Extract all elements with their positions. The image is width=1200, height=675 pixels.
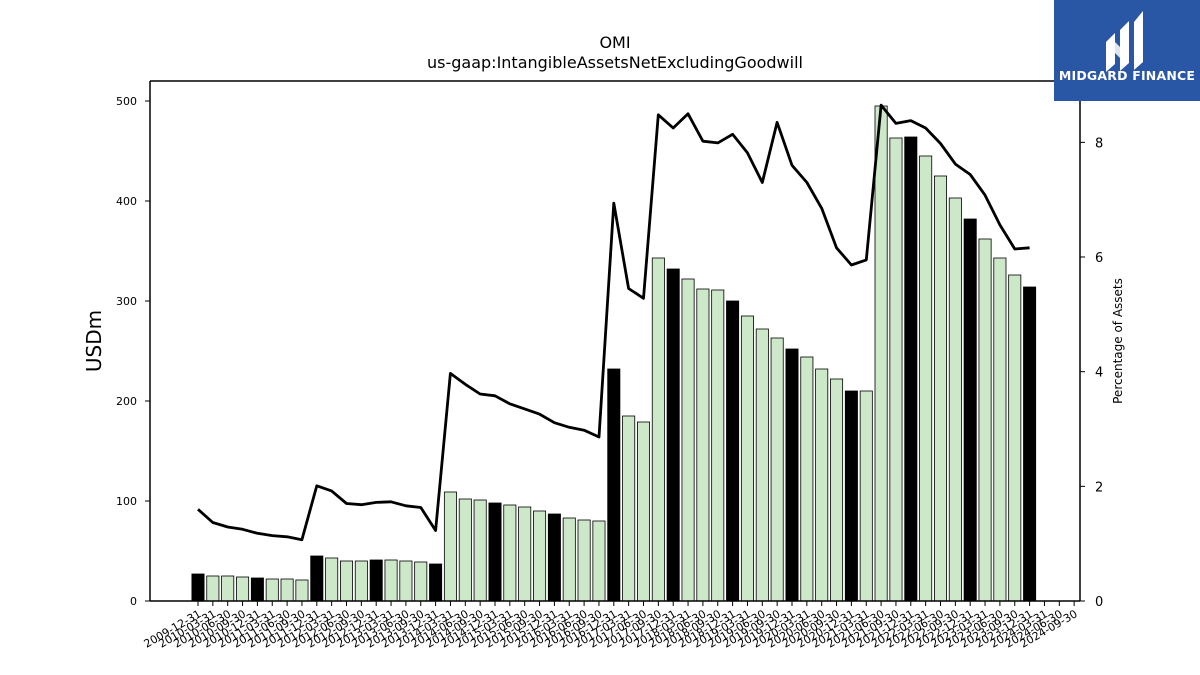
bar [800, 356, 814, 602]
bar [295, 579, 309, 602]
y-axis-label: USDm [82, 310, 106, 372]
y-tick-label: 500 [116, 95, 137, 108]
bar [265, 578, 279, 602]
bar [221, 575, 235, 602]
bar [325, 557, 339, 602]
bar [562, 517, 576, 602]
bar [280, 578, 294, 602]
logo-text: MIDGARD FINANCE [1058, 68, 1196, 83]
logo-mark-icon [1106, 11, 1143, 72]
bar [547, 513, 561, 602]
bar [844, 390, 858, 602]
y2-tick-label: 6 [1095, 251, 1103, 266]
bar [993, 257, 1007, 602]
y-tick-label: 300 [116, 295, 137, 308]
bar [637, 421, 651, 602]
y2-tick-label: 4 [1095, 366, 1103, 381]
bar [310, 555, 324, 602]
y-tick-label: 0 [130, 595, 137, 608]
bar [978, 238, 992, 602]
bar [815, 368, 829, 602]
bar [458, 498, 472, 602]
bar [429, 563, 443, 602]
bar [963, 218, 977, 602]
bar [473, 499, 487, 602]
bar [1023, 286, 1037, 602]
bar [503, 504, 517, 602]
bar [904, 136, 918, 602]
y2-tick-label: 8 [1095, 136, 1103, 151]
bar [443, 491, 457, 602]
bar [666, 268, 680, 602]
bar [711, 289, 725, 602]
bar [533, 510, 547, 602]
bar [399, 560, 413, 602]
bar [681, 278, 695, 602]
bar [206, 575, 220, 602]
bar [236, 576, 250, 602]
bar [592, 520, 606, 602]
y2-tick-label: 0 [1095, 595, 1103, 610]
bar [518, 506, 532, 602]
bar [874, 105, 888, 602]
bar [577, 519, 591, 602]
brand-logo: MIDGARD FINANCE [1054, 0, 1200, 101]
plot-area: 0100200300400500024682009-12-312010-03-3… [116, 80, 1103, 651]
bar [607, 368, 621, 602]
bar [191, 573, 205, 602]
bar [384, 559, 398, 602]
chart-title: OMI [599, 33, 630, 52]
bar [250, 577, 264, 602]
bar [785, 348, 799, 602]
bar [948, 197, 962, 602]
chart-subtitle: us-gaap:IntangibleAssetsNetExcludingGood… [427, 53, 803, 72]
y-tick-label: 100 [116, 495, 137, 508]
bar [354, 560, 368, 602]
bar [696, 288, 710, 602]
bar [859, 390, 873, 602]
bar [740, 315, 754, 602]
bar [1008, 274, 1022, 602]
bar [934, 175, 948, 602]
bar [339, 560, 353, 602]
bar [889, 137, 903, 602]
bar [755, 328, 769, 602]
y-tick-label: 400 [116, 195, 137, 208]
y2-axis-label: Percentage of Assets [1111, 278, 1125, 404]
bar [369, 559, 383, 602]
bar [726, 300, 740, 602]
y2-tick-label: 2 [1095, 480, 1103, 495]
bar [830, 378, 844, 602]
bar [622, 415, 636, 602]
bar [414, 561, 428, 602]
bar [770, 337, 784, 602]
bar [919, 155, 933, 602]
percentage-line [197, 103, 1030, 542]
bar [651, 257, 665, 602]
y-tick-label: 200 [116, 395, 137, 408]
bar [488, 502, 502, 602]
